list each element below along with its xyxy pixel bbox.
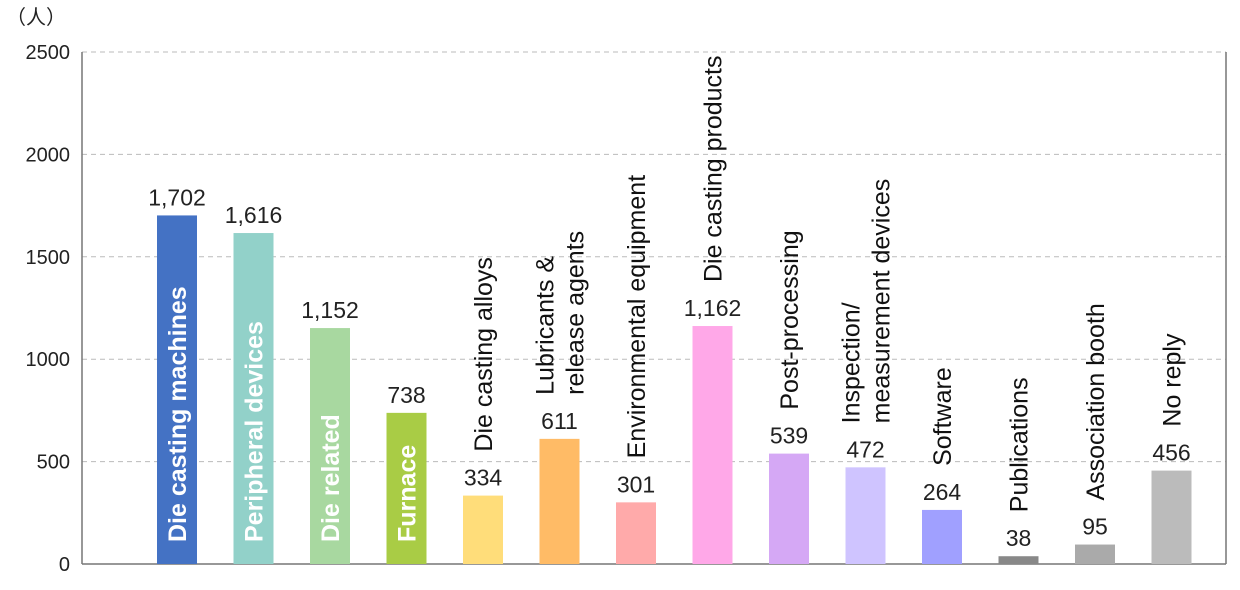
category-label-14: No reply — [1159, 333, 1187, 427]
value-label-7: 301 — [617, 471, 655, 497]
value-label-2: 1,616 — [225, 202, 283, 228]
value-label-5: 334 — [464, 465, 503, 491]
bar-5 — [463, 495, 503, 564]
category-label-14-line-1: No reply — [1159, 333, 1187, 427]
value-label-6: 611 — [541, 408, 578, 434]
category-label-3-line-1: Die related — [317, 414, 345, 542]
category-label-10-line-2: measurement devices — [868, 179, 896, 424]
category-label-7-line-1: Environmental equipment — [623, 175, 651, 459]
y-tick-label-2500: 2500 — [26, 42, 71, 64]
category-label-12-line-1: Publications — [1006, 377, 1034, 512]
category-label-10-line-1: Inspection/ — [838, 302, 866, 423]
category-label-11: Software — [929, 367, 957, 466]
value-label-13: 95 — [1082, 514, 1108, 540]
value-label-11: 264 — [923, 479, 962, 505]
bar-1 — [157, 215, 197, 564]
bar-6 — [539, 438, 580, 564]
category-label-6-line-1: Lubricants & — [532, 256, 560, 395]
category-label-9: Post-processing — [776, 230, 804, 409]
bar-3 — [310, 328, 350, 564]
value-label-4: 738 — [387, 382, 425, 408]
bar-11 — [922, 509, 962, 564]
category-label-11-line-1: Software — [929, 367, 957, 466]
value-label-12: 38 — [1006, 525, 1032, 551]
value-label-9: 539 — [770, 423, 808, 449]
category-label-13: Association booth — [1082, 303, 1110, 500]
y-tick-label-1000: 1000 — [26, 349, 71, 371]
value-label-10: 472 — [846, 436, 884, 462]
category-label-2: Peripheral devices — [241, 321, 269, 542]
value-label-3: 1,152 — [301, 297, 359, 323]
bar-13 — [1075, 544, 1115, 564]
y-unit-label: （人） — [6, 5, 66, 29]
category-label-1: Die casting machines — [164, 286, 192, 542]
category-label-3: Die related — [317, 414, 345, 542]
category-label-9-line-1: Post-processing — [776, 230, 804, 409]
category-label-4-line-1: Furnace — [394, 445, 422, 542]
category-label-12: Publications — [1006, 377, 1034, 512]
category-label-10: Inspection/measurement devices — [838, 179, 896, 424]
y-tick-label-1500: 1500 — [26, 247, 71, 269]
bar-10 — [845, 467, 886, 564]
category-label-6: Lubricants & release agents — [532, 231, 590, 395]
category-label-2-line-1: Peripheral devices — [241, 321, 269, 542]
category-label-5: Die casting alloys — [470, 257, 498, 452]
bar-14 — [1151, 470, 1192, 564]
category-label-1-line-1: Die casting machines — [164, 286, 192, 542]
category-label-5-line-1: Die casting alloys — [470, 257, 498, 452]
category-label-4: Furnace — [394, 445, 422, 542]
category-label-8-line-1: Die casting products — [700, 56, 728, 283]
y-tick-label-0: 0 — [59, 554, 70, 576]
value-label-8: 1,162 — [684, 295, 742, 321]
bar-8 — [692, 326, 733, 564]
value-label-1: 1,702 — [148, 184, 206, 210]
category-label-8: Die casting products — [700, 56, 728, 283]
bar-2 — [233, 233, 274, 564]
y-tick-label-500: 500 — [37, 452, 70, 474]
bar-7 — [616, 502, 656, 564]
category-label-7: Environmental equipment — [623, 175, 651, 459]
bar-12 — [998, 556, 1039, 564]
value-label-14: 456 — [1152, 440, 1190, 466]
bar-9 — [769, 453, 809, 564]
y-tick-label-2000: 2000 — [26, 144, 71, 166]
category-label-13-line-1: Association booth — [1082, 303, 1110, 500]
bar-4 — [386, 412, 427, 564]
category-label-6-line-2: release agents — [562, 231, 590, 395]
